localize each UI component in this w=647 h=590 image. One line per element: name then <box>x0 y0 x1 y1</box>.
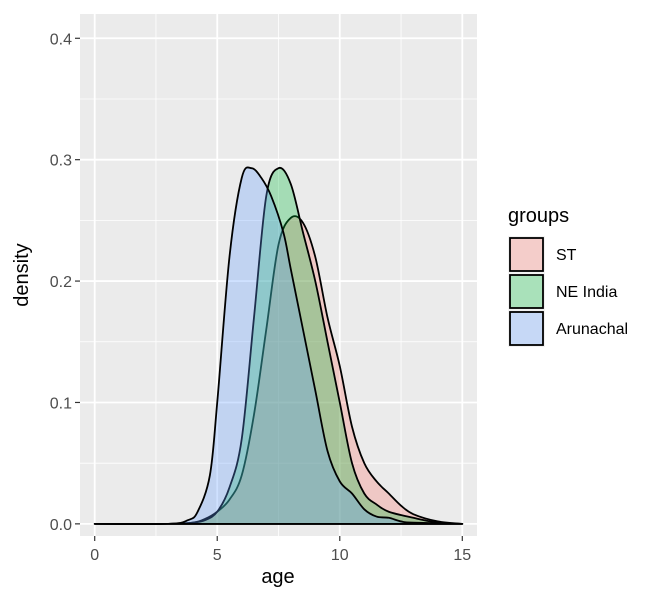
y-tick-label: 0.3 <box>50 153 72 170</box>
x-tick-label: 15 <box>453 547 471 564</box>
y-axis-title: density <box>11 243 33 306</box>
legend-title: groups <box>508 205 569 227</box>
density-area-arunachal <box>93 166 464 526</box>
x-axis-title: age <box>261 566 294 588</box>
legend-label: NE India <box>556 284 617 301</box>
y-tick-label: 0.2 <box>50 274 72 291</box>
legend-label: ST <box>556 247 577 264</box>
legend-swatch-arunachal <box>509 311 544 346</box>
y-tick-label: 0.4 <box>50 31 72 48</box>
grid-lines <box>80 14 477 536</box>
legend-key-bg <box>508 310 545 347</box>
legend-swatch-st <box>509 237 544 272</box>
legend-swatch-ne-india <box>509 274 544 309</box>
x-tick-label: 10 <box>331 547 349 564</box>
legend-key-bg <box>508 236 545 273</box>
y-tick-label: 0.0 <box>50 517 72 534</box>
x-tick-label: 0 <box>90 547 99 564</box>
density-areas <box>93 166 464 526</box>
legend-label: Arunachal <box>556 321 628 338</box>
y-tick-label: 0.1 <box>50 395 72 412</box>
density-area-ne-india <box>93 166 464 525</box>
legend-key-bg <box>508 273 545 310</box>
legend: groups ST NE India Arunachal <box>508 205 628 347</box>
axis-ticks: 0 5 10 15 0.0 0.1 0.2 0.3 0.4 <box>50 31 472 564</box>
x-tick-label: 5 <box>213 547 222 564</box>
